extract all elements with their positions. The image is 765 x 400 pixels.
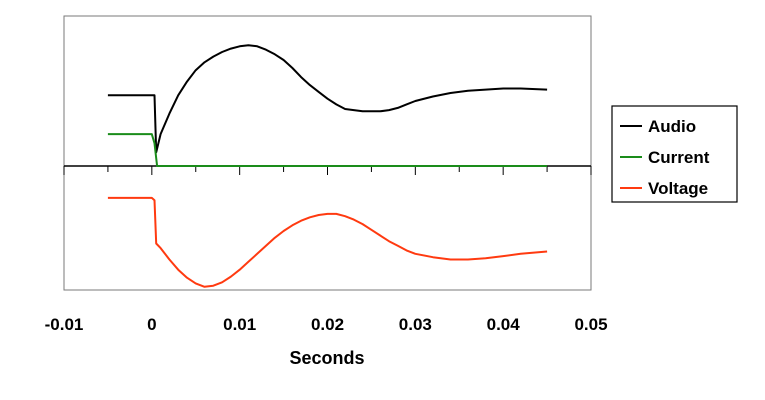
legend-label-current: Current: [648, 148, 710, 167]
plot-area: [63, 15, 592, 291]
legend-label-audio: Audio: [648, 117, 696, 136]
legend-box: [611, 105, 738, 203]
x-tick-label: 0.01: [223, 315, 256, 334]
x-tick-label: 0.03: [399, 315, 432, 334]
series-line-voltage: [107, 196, 548, 288]
legend: Audio Current Voltage: [611, 105, 738, 203]
series-layer: [107, 44, 548, 288]
x-tick-label: -0.01: [45, 315, 84, 334]
x-tick-labels: -0.01 0 0.01 0.02 0.03 0.04 0.05: [45, 315, 608, 334]
x-tick-label: 0.04: [487, 315, 521, 334]
x-tick-label: 0.05: [574, 315, 607, 334]
legend-label-voltage: Voltage: [648, 179, 708, 198]
x-axis-title: Seconds: [289, 348, 364, 368]
series-line-current: [107, 133, 548, 167]
x-tick-label: 0.02: [311, 315, 344, 334]
series-line-audio: [107, 44, 548, 154]
x-tick-label: 0: [147, 315, 156, 334]
